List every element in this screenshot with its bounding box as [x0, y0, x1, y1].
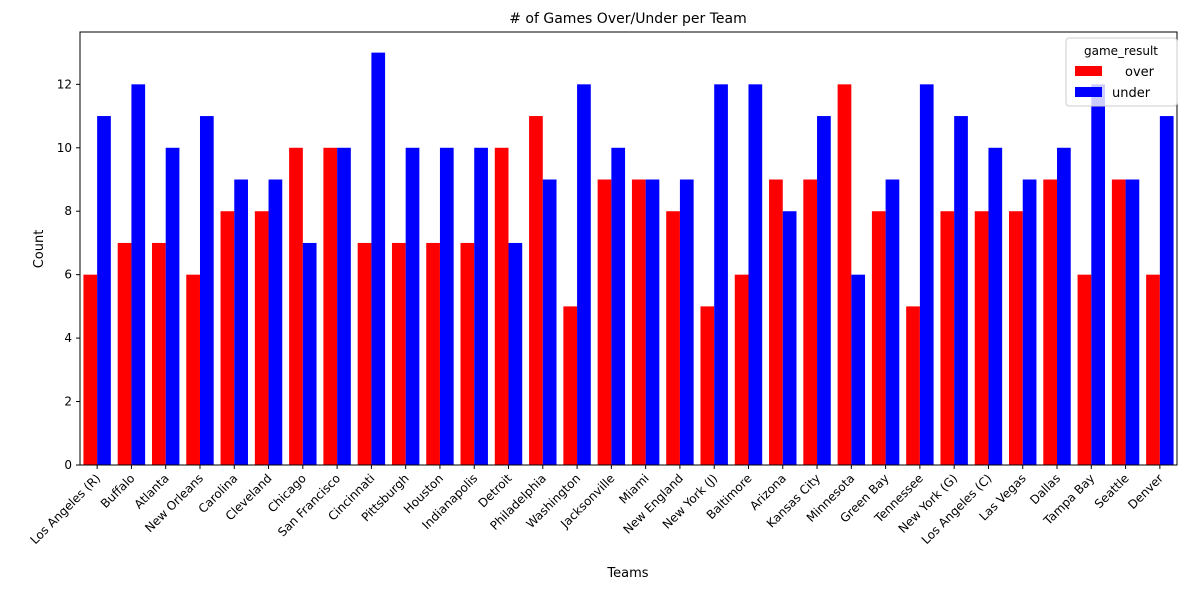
bar-under — [817, 116, 831, 465]
legend: game_result over under — [1066, 38, 1177, 106]
bar-over — [323, 148, 337, 465]
bar-over — [906, 306, 920, 465]
y-tick-label: 4 — [64, 331, 72, 345]
bar-under — [954, 116, 968, 465]
bar-over — [392, 243, 406, 465]
bar-over — [118, 243, 132, 465]
x-tick-label: New England — [620, 471, 686, 537]
bar-under — [577, 84, 591, 465]
bar-over — [1112, 180, 1126, 465]
bar-under — [920, 84, 934, 465]
bar-over — [700, 306, 714, 465]
legend-title: game_result — [1084, 44, 1158, 58]
bar-over — [495, 148, 509, 465]
y-tick-label: 12 — [57, 77, 72, 91]
bar-over — [221, 211, 235, 465]
bar-over — [426, 243, 440, 465]
bar-under — [131, 84, 145, 465]
bar-under — [1126, 180, 1140, 465]
bar-over — [255, 211, 269, 465]
bar-over — [563, 306, 577, 465]
bar-under — [748, 84, 762, 465]
x-tick-label: Denver — [1125, 471, 1166, 512]
bar-under — [646, 180, 660, 465]
bar-over — [598, 180, 612, 465]
bar-over — [529, 116, 543, 465]
bar-under — [269, 180, 283, 465]
y-tick-label: 10 — [57, 141, 72, 155]
bar-under — [851, 275, 865, 465]
y-tick-label: 2 — [64, 395, 72, 409]
bar-under — [1023, 180, 1037, 465]
bar-under — [680, 180, 694, 465]
bar-under — [509, 243, 523, 465]
bar-over — [152, 243, 166, 465]
bar-under — [406, 148, 420, 465]
bar-under — [200, 116, 214, 465]
bar-over — [289, 148, 303, 465]
bar-over — [735, 275, 749, 465]
legend-label-over: over — [1125, 65, 1155, 80]
bar-under — [988, 148, 1002, 465]
y-tick-label: 6 — [64, 268, 72, 282]
bar-over — [1078, 275, 1092, 465]
plot-marks — [83, 53, 1173, 465]
bar-over — [975, 211, 989, 465]
bar-over — [838, 84, 852, 465]
legend-swatch-under — [1075, 87, 1102, 97]
bar-under — [783, 211, 797, 465]
bar-under — [337, 148, 351, 465]
bar-under — [543, 180, 557, 465]
bar-over — [1146, 275, 1160, 465]
bar-under — [714, 84, 728, 465]
bar-under — [1057, 148, 1071, 465]
bar-over — [632, 180, 646, 465]
y-tick-label: 0 — [64, 458, 72, 472]
chart-title: # of Games Over/Under per Team — [509, 11, 746, 27]
bar-under — [1091, 84, 1105, 465]
bar-over — [83, 275, 97, 465]
bar-over — [872, 211, 886, 465]
bar-under — [611, 148, 625, 465]
x-tick-label: Los Angeles (R) — [27, 471, 103, 547]
bar-under — [886, 180, 900, 465]
bar-over — [1009, 211, 1023, 465]
bar-under — [303, 243, 317, 465]
bar-over — [769, 180, 783, 465]
bar-over — [461, 243, 475, 465]
bar-under — [97, 116, 111, 465]
bar-under — [440, 148, 454, 465]
bar-under — [474, 148, 488, 465]
bar-over — [666, 211, 680, 465]
legend-swatch-over — [1075, 66, 1102, 76]
y-axis-label: Count — [32, 230, 47, 269]
x-tick-label: Buffalo — [98, 471, 138, 511]
bar-over — [1043, 180, 1057, 465]
legend-label-under: under — [1112, 86, 1151, 101]
x-axis-label: Teams — [606, 566, 648, 581]
bar-over — [186, 275, 200, 465]
bar-under — [371, 53, 385, 465]
bar-under — [234, 180, 248, 465]
bar-over — [358, 243, 372, 465]
bar-under — [1160, 116, 1174, 465]
bar-over — [803, 180, 817, 465]
bar-over — [940, 211, 954, 465]
y-tick-label: 8 — [64, 204, 72, 218]
x-tick-label: Seattle — [1092, 471, 1132, 511]
bar-under — [166, 148, 180, 465]
